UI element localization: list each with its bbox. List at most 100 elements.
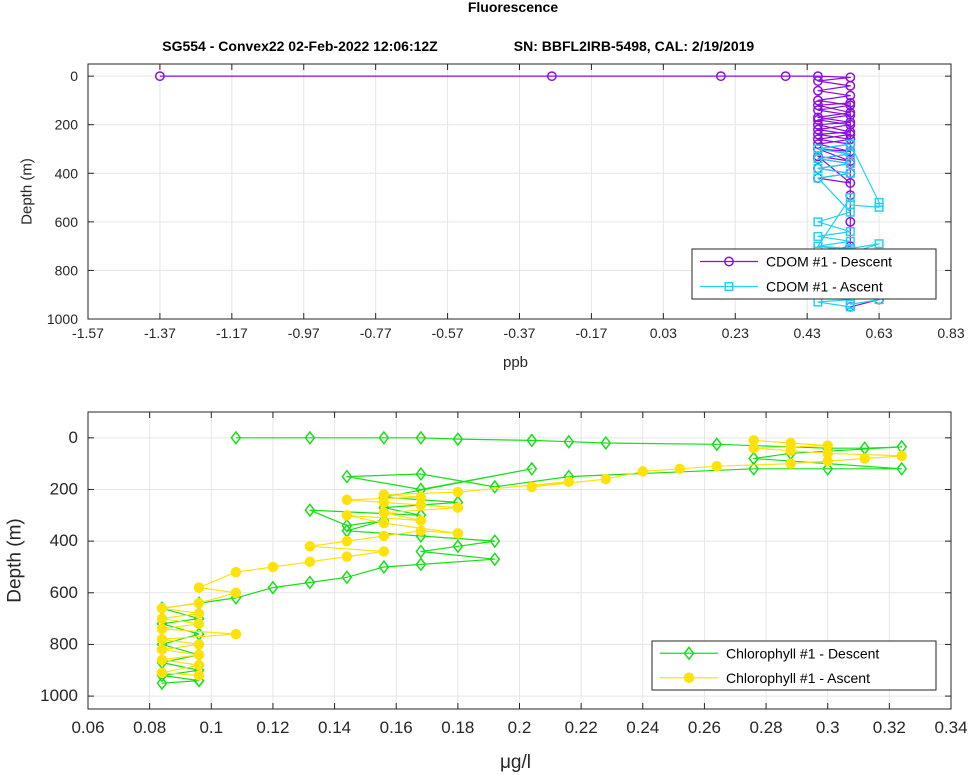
chl-series-1-point <box>267 561 279 573</box>
chl-xtick-label-0: 0.06 <box>71 718 104 737</box>
chl-series-0-point <box>378 559 390 575</box>
chl-legend[interactable]: Chlorophyll #1 - Descent Chlorophyll #1 -… <box>651 640 937 691</box>
chl-xtick-label-2: 0.1 <box>199 718 223 737</box>
chl-series-1-point <box>378 489 390 500</box>
cdom-series-1-point <box>813 144 823 154</box>
cdom-series-0-point <box>780 71 791 82</box>
chl-legend-swatch-marker-1 <box>683 672 695 683</box>
chl-xtick-label-8: 0.22 <box>565 718 598 737</box>
chl-series-1-point <box>859 453 870 464</box>
chl-series-1-point <box>526 481 538 493</box>
cdom-series-1-point <box>845 299 855 309</box>
chl-series-1-point <box>748 435 759 446</box>
chl-xtick-label-10: 0.26 <box>688 718 721 737</box>
chlorophyll-axes[interactable]: 0.06 0.08 0.1 0.12 0.14 0.16 0.18 0.2 0.22 0.24 0.… <box>5 411 968 773</box>
chl-series-1-point <box>452 528 464 539</box>
chl-series-1-point <box>452 486 464 498</box>
chl-ytick-label-1: 200 <box>50 479 78 498</box>
cdom-series-0-point <box>813 119 823 130</box>
chl-series-1-point <box>304 541 316 552</box>
cdom-series-1-point <box>813 154 823 164</box>
chl-series-0-point <box>304 430 316 445</box>
chl-series-1-point <box>156 603 168 614</box>
chl-xtick-label-12: 0.3 <box>816 718 840 737</box>
cdom-series-0-point <box>813 76 823 86</box>
chl-ytick-label-4: 800 <box>50 634 78 653</box>
cdom-series-1-point <box>845 159 855 169</box>
chl-series-0-point <box>896 461 908 476</box>
chl-series-1-point <box>193 649 205 661</box>
chl-series-1-point <box>415 491 427 503</box>
cdom-xtick-label-12: 0.83 <box>937 325 964 341</box>
figure-title: Fluorescence <box>468 0 558 15</box>
chl-series-0-point <box>378 430 390 445</box>
cdom-series-0-point <box>845 80 856 91</box>
chl-series-1-point <box>415 515 427 526</box>
chl-legend-label-1: Chlorophyll #1 - Ascent <box>726 670 870 686</box>
chl-series-1-point <box>563 476 575 487</box>
chl-xtick-label-13: 0.32 <box>873 718 906 737</box>
cdom-xtick-label-8: 0.03 <box>650 325 677 341</box>
chl-series-1-point <box>785 437 796 449</box>
chl-series-0-point <box>304 575 316 590</box>
chl-series-0-point <box>748 461 760 476</box>
chl-ytick-label-3: 600 <box>50 583 78 602</box>
cdom-xtick-label-1: -1.37 <box>144 325 176 341</box>
chl-series-1-point <box>230 566 242 578</box>
chl-series-1-point <box>193 582 205 593</box>
chl-xaxis-label: μg/l <box>500 752 531 773</box>
chl-legend-box <box>651 640 937 691</box>
cdom-series-1-point <box>813 173 823 183</box>
chl-series-0-point <box>600 435 612 451</box>
chl-xtick-label-11: 0.28 <box>750 718 783 737</box>
cdom-series-1-point <box>874 197 884 207</box>
cdom-series-0-point <box>845 127 856 137</box>
cdom-series-1-point <box>813 163 823 173</box>
chl-xtick-label-7: 0.2 <box>508 718 532 737</box>
cdom-xtick-label-11: 0.63 <box>865 325 892 341</box>
chl-series-1-point <box>156 634 168 645</box>
cdom-series-1-point <box>845 139 855 149</box>
chl-series-0-point <box>748 451 760 466</box>
chl-series-1-point <box>341 551 353 562</box>
cdom-series-0-point <box>813 95 823 106</box>
cdom-ytick-label-2: 400 <box>55 165 79 181</box>
chl-series-1-point <box>637 466 649 477</box>
chl-series-1-point <box>378 507 390 518</box>
chl-series-0-point <box>526 433 538 448</box>
cdom-series-0-point <box>845 216 856 227</box>
chl-xtick-label-3: 0.12 <box>256 718 289 737</box>
cdom-legend[interactable]: CDOM #1 - Descent CDOM #1 - Ascent <box>691 248 937 300</box>
chl-series-1-point <box>304 556 316 568</box>
cdom-series-0-point <box>845 178 856 188</box>
chl-ytick-label-2: 400 <box>50 531 78 550</box>
chl-series-1-point <box>193 670 205 681</box>
cdom-series-0-point <box>813 85 823 96</box>
cdom-series-1-point <box>874 202 884 212</box>
chl-series-0-point <box>267 580 279 595</box>
chl-xtick-label-4: 0.14 <box>318 718 351 737</box>
chl-series-1-point <box>711 460 723 472</box>
cdom-series-1-point <box>813 217 823 227</box>
cdom-series-1-point <box>845 149 855 159</box>
cdom-xtick-label-6: -0.37 <box>504 325 536 341</box>
chl-series-0-point <box>341 469 353 484</box>
cdom-ytick-label-4: 800 <box>55 262 79 278</box>
cdom-series-0-point <box>813 71 823 82</box>
cdom-series-0-point <box>813 134 823 145</box>
cdom-series-1-point <box>845 168 855 178</box>
chl-series-1-point <box>785 458 796 469</box>
cdom-series-0-point <box>845 134 856 145</box>
cdom-series-0-point <box>546 71 557 82</box>
cdom-ytick-label-1: 200 <box>55 117 79 133</box>
cdom-series-0-point <box>813 139 823 150</box>
chl-yaxis-label: Depth (m) <box>5 518 26 602</box>
chl-series-1-point <box>378 530 390 542</box>
cdom-axes[interactable]: -1.57 -1.37 -1.17 -0.97 -0.77 -0.57 -0.37 -0.17… <box>19 63 965 371</box>
chl-series-1-point <box>156 667 168 679</box>
chl-series-0-point <box>415 430 427 445</box>
chl-series-0-point <box>822 461 834 476</box>
cdom-xtick-label-7: -0.17 <box>575 325 607 341</box>
